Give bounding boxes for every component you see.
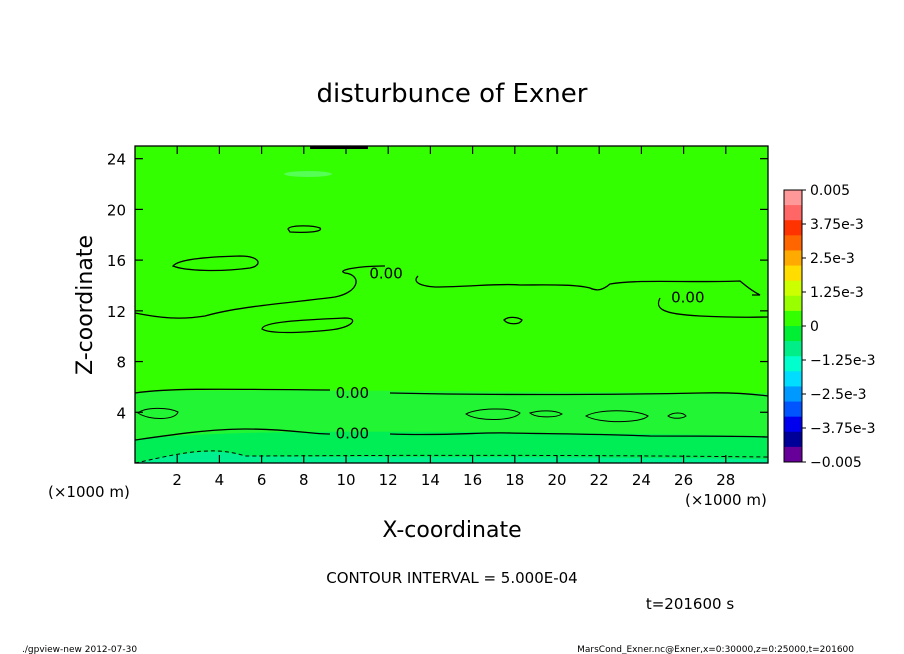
x-tick-label: 16 [463,471,482,489]
colorbar-swatch [784,295,802,312]
colorbar-label: −3.75e-3 [810,421,875,437]
contour-upper [135,265,768,319]
contour-label: 0.00 [336,384,369,402]
contour-labels: 0.00 0.00 0.00 0.00 [336,265,705,443]
contour-low [135,428,768,441]
y-axis-label: Z-coordinate [73,235,98,375]
y-tick-label: 16 [107,252,126,270]
time-label: t=201600 s [646,595,734,613]
colorbar-swatch [784,280,802,297]
colorbar-label: 0 [810,319,819,335]
top-edge-mark [310,146,368,149]
contour-label: 0.00 [336,424,369,442]
faint-patch [284,171,332,177]
footer-right: MarsCond_Exner.nc@Exner,x=0:30000,z=0:25… [577,645,854,654]
colorbar-swatch [784,326,802,342]
colorbar-swatch [784,371,802,387]
x-tick-label: 28 [716,471,735,489]
colorbar-swatch [784,235,802,251]
x-tick-label: 20 [547,471,566,489]
surface-band-fill [135,451,768,463]
colorbar-swatch [784,356,802,372]
contour-interval-label: CONTOUR INTERVAL = 5.000E-04 [326,569,577,587]
contour-blob-1 [171,255,259,272]
x-tick-label: 24 [632,471,651,489]
colorbar-swatch [784,446,802,463]
plot-frame [134,145,769,464]
contour-lines [135,225,768,463]
colorbar-swatch [784,205,802,221]
colorbar-label: 2.5e-3 [810,251,855,267]
contour-mid [135,388,768,397]
colorbar-swatch [784,250,802,267]
contour-oval-4 [584,410,649,423]
colorbar-swatch [784,386,802,403]
x-axis-label: X-coordinate [382,518,521,543]
y-axis-ticks: 4 8 12 16 20 24 [107,151,768,422]
contour-label: 0.00 [369,265,402,283]
colorbar-label: −2.5e-3 [810,387,867,403]
y-tick-label: 12 [107,303,126,321]
chart-title: disturbunce of Exner [317,79,588,109]
x-tick-label: 4 [215,471,225,489]
colorbar-label: 3.75e-3 [810,217,864,233]
colorbar-swatch [784,401,802,418]
plot-area [135,146,768,463]
contour-blob-4 [503,316,523,325]
y-tick-label: 24 [107,151,126,169]
x-tick-label: 6 [257,471,267,489]
footer-left: ./gpview-new 2012-07-30 [22,645,137,654]
contour-oval-1 [137,407,179,419]
contour-oval-5 [667,412,687,419]
colorbar-swatch [784,220,802,236]
x-tick-label: 26 [674,471,693,489]
contour-oval-2 [465,408,521,420]
x-tick-label: 8 [299,471,309,489]
colorbar-swatch [784,431,802,448]
x-axis-ticks: 2 4 6 8 10 12 14 16 18 20 22 24 26 28 [172,146,735,489]
x-tick-label: 2 [172,471,182,489]
x-tick-label: 14 [421,471,440,489]
colorbar-swatch [784,310,802,327]
y-tick-label: 8 [116,354,126,372]
contour-blob-3 [261,317,354,334]
colorbar-swatch [784,341,802,357]
colorbar-label: 0.005 [810,183,850,199]
contour-oval-3 [528,410,563,418]
x-unit-left: (×1000 m) [48,483,130,501]
y-tick-label: 4 [116,404,126,422]
colorbar-label: −1.25e-3 [810,353,875,369]
x-tick-label: 10 [336,471,355,489]
lower-band-fill [135,390,768,440]
y-tick-label: 20 [107,201,126,219]
colorbar-swatch [784,416,802,433]
contour-label: 0.00 [671,289,704,307]
colorbar-swatch [784,265,802,282]
colorbar-label: −0.005 [810,455,862,471]
colorbar: 0.005 3.75e-3 2.5e-3 1.25e-3 0 −1.25e-3 −2.5e-… [783,183,875,471]
x-unit-right: (×1000 m) [685,491,767,509]
colorbar-swatch [784,190,802,206]
contour-blob-2 [287,225,322,234]
x-tick-label: 18 [505,471,524,489]
x-tick-label: 12 [379,471,398,489]
x-tick-label: 22 [590,471,609,489]
colorbar-label: 1.25e-3 [810,285,864,301]
bottom-band-fill [135,431,768,463]
